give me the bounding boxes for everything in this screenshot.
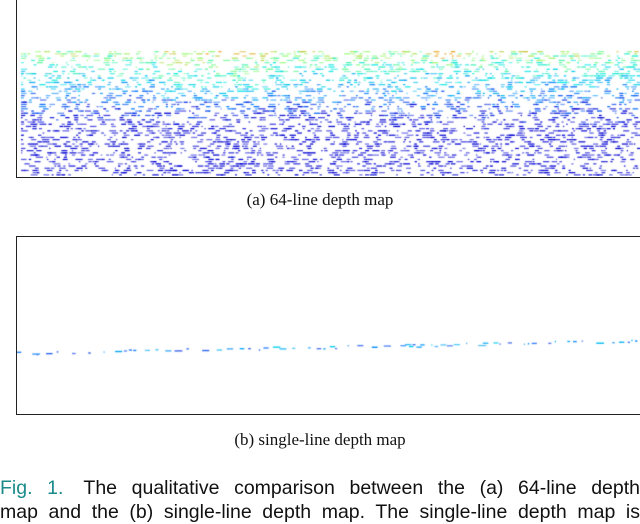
depth-map-single-line bbox=[16, 236, 640, 415]
subcaption-b: (b) single-line depth map bbox=[234, 430, 406, 449]
depth-map-64-line bbox=[16, 0, 640, 178]
subcaption-a: (a) 64-line depth map bbox=[246, 190, 394, 209]
figure-label: Fig. 1. bbox=[0, 477, 64, 499]
caption-line-2: map and the (b) single-line depth map. T… bbox=[0, 501, 640, 523]
depth-points-single-line bbox=[17, 237, 640, 413]
figure-caption: Fig. 1. The qualitative comparison betwee… bbox=[0, 476, 640, 524]
depth-points-64-line bbox=[17, 0, 640, 176]
caption-line-1: The qualitative comparison between the (… bbox=[83, 477, 640, 499]
